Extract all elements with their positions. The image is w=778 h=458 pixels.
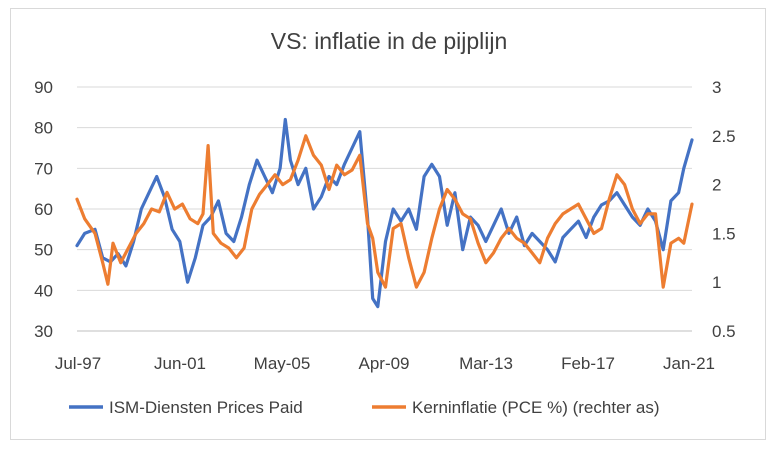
left-axis-ticks: 30 40 50 60 70 80 90 (34, 78, 53, 341)
legend: ISM-Diensten Prices Paid Kerninflatie (PC… (69, 398, 660, 417)
x-tick-label: Jan-21 (663, 354, 715, 373)
right-tick-label: 2 (712, 176, 721, 195)
x-tick-label: Feb-17 (561, 354, 615, 373)
left-tick-label: 30 (34, 322, 53, 341)
x-tick-label: Apr-09 (358, 354, 409, 373)
x-tick-label: May-05 (254, 354, 311, 373)
core-pce-line (75, 134, 694, 289)
right-axis-ticks: 0.5 1 1.5 2 2.5 3 (712, 78, 736, 341)
right-tick-label: 1.5 (712, 224, 736, 243)
left-tick-label: 70 (34, 159, 53, 178)
grid-lines (77, 86, 692, 332)
series-lines (75, 117, 694, 309)
x-tick-label: Jun-01 (154, 354, 206, 373)
left-tick-label: 80 (34, 119, 53, 138)
left-tick-label: 90 (34, 78, 53, 97)
right-tick-label: 0.5 (712, 322, 736, 341)
right-tick-label: 1 (712, 273, 721, 292)
left-tick-label: 60 (34, 200, 53, 219)
legend-label: Kerninflatie (PCE %) (rechter as) (412, 398, 660, 417)
legend-label: ISM-Diensten Prices Paid (109, 398, 303, 417)
ism-prices-paid-line (75, 117, 694, 309)
right-tick-label: 2.5 (712, 127, 736, 146)
x-tick-label: Jul-97 (55, 354, 101, 373)
x-axis-ticks: Jul-97 Jun-01 May-05 Apr-09 Mar-13 Feb-17 Jan-… (55, 354, 715, 373)
left-tick-label: 40 (34, 281, 53, 300)
left-tick-label: 50 (34, 241, 53, 260)
x-tick-label: Mar-13 (459, 354, 513, 373)
right-tick-label: 3 (712, 78, 721, 97)
chart-title: VS: inflatie in de pijplijn (271, 28, 508, 54)
